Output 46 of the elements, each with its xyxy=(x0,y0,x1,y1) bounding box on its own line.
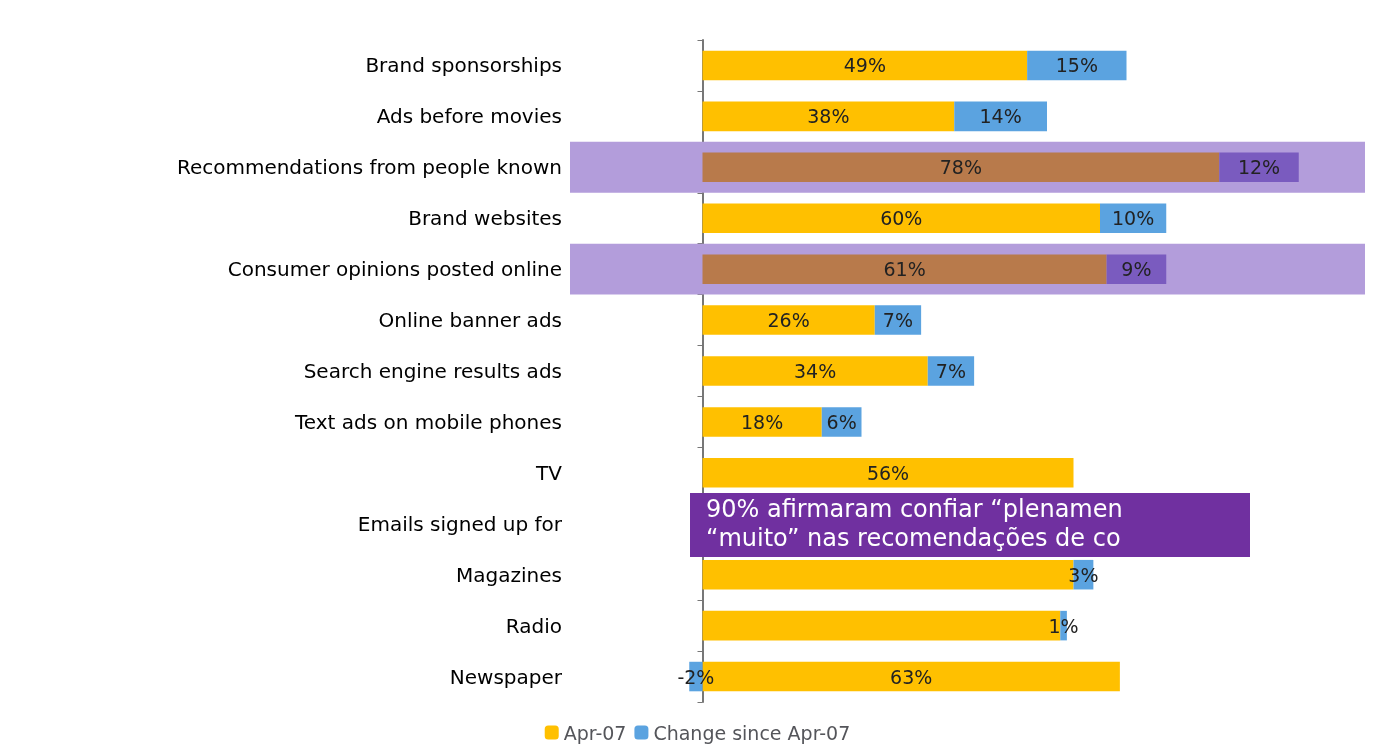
data-label: 14% xyxy=(979,105,1022,128)
bar xyxy=(702,254,1107,284)
annotation: 90% afirmaram confiar “plenamen xyxy=(706,495,1123,524)
y-tick-label: Recommendations from people known xyxy=(176,155,562,180)
data-label: 10% xyxy=(1112,207,1155,230)
data-label: 60% xyxy=(880,207,923,230)
data-label: 1% xyxy=(1048,614,1079,637)
data-label: 38% xyxy=(807,105,850,128)
data-label: 56% xyxy=(866,461,910,484)
y-tick-label: Online banner ads xyxy=(378,308,562,333)
y-tick-label: Text ads on mobile phones xyxy=(293,409,562,434)
data-label: 15% xyxy=(1055,54,1098,77)
data-label: 7% xyxy=(882,309,914,332)
y-tick-label: Newspaper xyxy=(449,664,563,689)
legend-label: Apr-07 xyxy=(563,721,627,744)
data-label: 6% xyxy=(826,410,857,433)
data-label: 61% xyxy=(883,258,926,281)
y-tick-label: Brand sponsorships xyxy=(365,53,562,78)
bar xyxy=(702,356,928,386)
y-tick-label: Emails signed up for xyxy=(357,511,563,536)
data-label: 34% xyxy=(794,360,837,382)
bar xyxy=(702,203,1100,233)
y-tick-label: Radio xyxy=(505,613,562,638)
bar xyxy=(702,407,822,437)
y-tick-label: Magazines xyxy=(456,562,562,587)
bar xyxy=(702,50,1028,81)
y-tick-label: Brand websites xyxy=(408,206,562,231)
y-tick-label: Consumer opinions posted online xyxy=(227,257,562,282)
data-label: 63% xyxy=(890,665,933,688)
data-label: 49% xyxy=(843,54,886,77)
data-label: -2% xyxy=(677,665,715,688)
bar xyxy=(702,305,875,335)
data-label: 18% xyxy=(741,410,784,433)
data-label: 26% xyxy=(767,309,810,332)
data-label: 12% xyxy=(1237,156,1281,179)
bar xyxy=(702,101,955,132)
y-tick-label: TV xyxy=(535,460,563,485)
annotation: “muito” nas recomendações de co xyxy=(706,524,1122,553)
bar xyxy=(702,458,1074,488)
y-tick-label: Ads before movies xyxy=(376,104,562,129)
data-label: 9% xyxy=(1121,258,1152,281)
bar xyxy=(702,152,1220,183)
y-tick-label: Search engine results ads xyxy=(303,359,562,383)
legend-label: Change since Apr-07 xyxy=(653,721,851,744)
data-label: 78% xyxy=(939,156,982,179)
data-label: 7% xyxy=(935,360,967,382)
